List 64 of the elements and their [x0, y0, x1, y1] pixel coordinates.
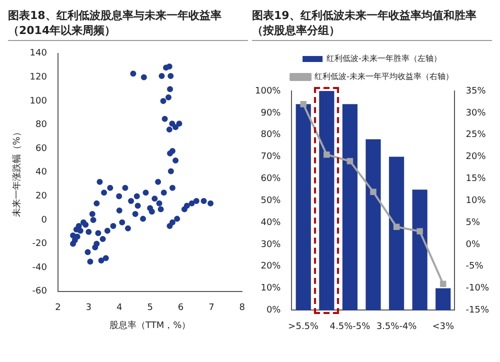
point	[370, 188, 376, 195]
x-tick-label: 3	[86, 303, 92, 314]
bar	[319, 91, 334, 310]
y2-tick-label: 10%	[466, 196, 486, 206]
y-tick-label: -40	[32, 262, 48, 273]
chart-title: 图表19、红利低波未来一年收益率均值和胜率（按股息率分组）	[252, 8, 492, 41]
y2-tick-label: 15%	[466, 174, 486, 184]
x-tick-label: <3%	[432, 322, 454, 332]
bar	[436, 288, 451, 310]
y-axis-title: 未来一年涨跌幅（%）	[12, 128, 23, 218]
y-tick-label: 80	[36, 120, 48, 130]
bar	[296, 104, 311, 310]
y2-tick-label: 5%	[466, 218, 480, 228]
y-tick-label: -20	[32, 239, 48, 250]
x-tick-label: 3.5%-4%	[376, 322, 418, 332]
x-tick-label: 8	[239, 303, 246, 314]
y2-tick-label: -15%	[466, 306, 490, 316]
point	[346, 158, 354, 164]
point	[324, 151, 330, 158]
point	[393, 224, 400, 230]
y2-tick-label: -10%	[466, 284, 490, 294]
y-tick-label: 60	[36, 144, 48, 154]
legend-label: 红利低波-未来一年胜率（左轴）	[326, 54, 442, 64]
y2-tick-label: 0%	[466, 240, 480, 250]
y2-tick-label: 20%	[466, 152, 486, 162]
y-tick-label: 0%	[266, 306, 282, 316]
x-tick-label: 5	[147, 303, 153, 314]
y-tick-label: 30%	[260, 240, 282, 250]
y2-tick-label: -5%	[466, 262, 484, 272]
legend-label: 红利低波-未来一年平均收益率（右轴）	[314, 72, 454, 82]
y-tick-label: -60	[32, 286, 48, 297]
y-tick-label: 60%	[260, 174, 282, 184]
x-tick-label: 4	[116, 303, 122, 314]
bar	[342, 104, 358, 310]
y-tick-label: 120	[30, 72, 48, 83]
y2-tick-label: 30%	[466, 108, 486, 118]
bar	[412, 190, 428, 310]
y-tick-label: 70%	[260, 152, 282, 162]
y2-tick-label: 25%	[466, 130, 486, 140]
y-tick-label: 40	[36, 168, 48, 178]
y-tick-label: 90%	[260, 108, 282, 118]
y-tick-label: 140	[30, 48, 48, 59]
y-tick-label: 40%	[260, 218, 282, 228]
x-tick-label: 2	[55, 303, 61, 314]
y-tick-label: 100	[30, 96, 48, 106]
y-tick-label: 0	[41, 215, 48, 226]
point	[300, 101, 306, 108]
y-tick-label: 20%	[260, 262, 282, 272]
x-tick-label: 7	[208, 303, 214, 314]
point	[440, 280, 446, 288]
bar	[366, 139, 381, 310]
y2-tick-label: 35%	[466, 86, 486, 96]
y-tick-label: 20	[36, 192, 48, 202]
y-tick-label: 80%	[260, 130, 282, 140]
x-tick-label: >5.5%	[288, 322, 320, 332]
point	[416, 228, 423, 234]
y-tick-label: 10%	[260, 284, 282, 294]
bar	[388, 156, 404, 310]
x-tick-label: 6	[178, 303, 184, 314]
x-tick-label: 4.5%-5%	[330, 322, 371, 332]
x-axis-title: 股息率（TTM，%）	[109, 320, 191, 331]
y-tick-label: 100%	[254, 86, 282, 96]
chart-title: 图表18、红利低波股息率与未来一年收益率（2014年以来周频）	[8, 8, 248, 41]
y-tick-label: 50%	[260, 196, 282, 206]
